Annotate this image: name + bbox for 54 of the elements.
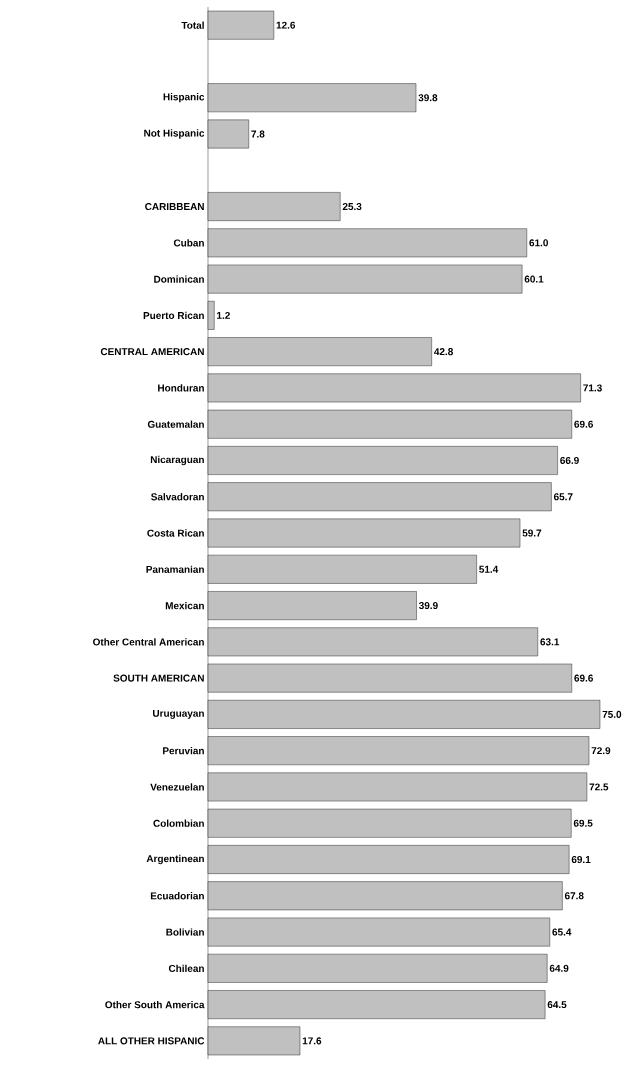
y-tick-label: Cuban <box>173 239 204 247</box>
data-label: 63.1 <box>540 638 560 646</box>
y-tick-label: Bolivian <box>166 928 204 936</box>
data-label: 17.6 <box>302 1037 322 1045</box>
data-label: 61.0 <box>529 239 549 247</box>
y-tick-label: CARIBBEAN <box>145 203 204 211</box>
data-label: 65.7 <box>553 493 573 501</box>
y-tick-label: CENTRAL AMERICAN <box>100 348 204 356</box>
y-tick-label: Total <box>181 21 204 29</box>
data-label: 75.0 <box>602 710 622 718</box>
y-tick-label: Honduran <box>158 384 204 392</box>
y-tick-label: Other Central American <box>93 638 204 646</box>
data-label: 1.2 <box>217 311 230 319</box>
y-tick-label: Hispanic <box>163 93 205 103</box>
data-label: 67.8 <box>564 892 584 900</box>
y-tick-label: Dominican <box>154 275 204 283</box>
data-label: 71.3 <box>583 384 602 392</box>
y-tick-label: Venezuelan <box>150 783 204 791</box>
data-label: 69.6 <box>574 674 593 682</box>
y-tick-label: Chilean <box>168 964 204 972</box>
data-label: 72.5 <box>589 783 609 791</box>
data-label: 7.8 <box>251 130 265 138</box>
data-label: 69.6 <box>574 420 593 428</box>
y-tick-label: Puerto Rican <box>143 311 204 320</box>
data-label: 42.8 <box>434 348 453 356</box>
data-label: 39.9 <box>418 602 438 610</box>
y-tick-label: Ecuadorian <box>150 892 204 900</box>
y-tick-label: Argentinean <box>146 854 204 865</box>
y-tick-label: ALL OTHER HISPANIC <box>98 1037 205 1045</box>
data-label: 69.5 <box>573 819 593 827</box>
data-label: 65.4 <box>552 928 572 936</box>
y-tick-label: Costa Rican <box>147 529 204 537</box>
y-tick-label: Not Hispanic <box>144 129 205 139</box>
data-label: 66.9 <box>560 456 579 464</box>
y-tick-label: Peruvian <box>163 747 204 755</box>
y-tick-label: Uruguayan <box>153 709 204 719</box>
y-tick-label: Nicaraguan <box>150 455 204 466</box>
y-tick-label: Other South America <box>105 1000 205 1009</box>
data-label: 60.1 <box>524 275 544 283</box>
data-label: 59.7 <box>522 529 542 537</box>
y-tick-label: Colombian <box>153 819 204 827</box>
y-tick-label: SOUTH AMERICAN <box>113 674 204 682</box>
y-tick-label: Panamanian <box>146 565 204 573</box>
data-label: 69.1 <box>571 855 591 864</box>
y-tick-label: Salvadoran <box>151 493 204 501</box>
y-tick-label: Guatemalan <box>147 420 204 428</box>
data-label: 12.6 <box>276 21 296 29</box>
data-label: 72.9 <box>591 747 611 755</box>
data-label: 64.5 <box>547 1001 567 1009</box>
data-label: 25.3 <box>342 203 362 211</box>
data-label: 51.4 <box>479 565 499 573</box>
data-label: 39.8 <box>418 94 438 102</box>
y-tick-label: Mexican <box>165 601 204 610</box>
data-label: 64.9 <box>549 964 569 972</box>
